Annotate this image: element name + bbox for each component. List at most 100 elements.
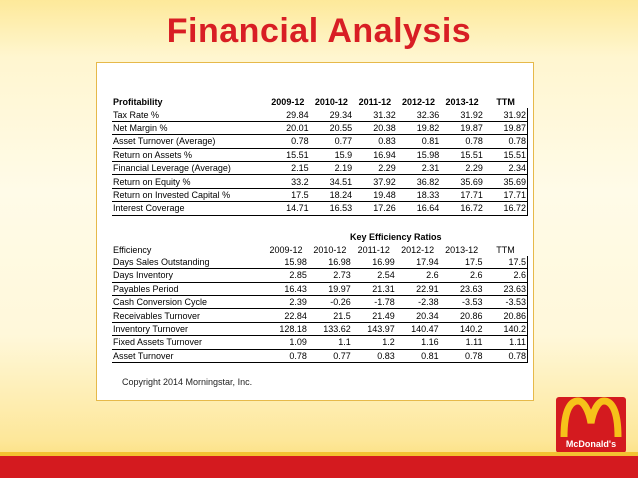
column-header: 2011-12	[358, 97, 392, 108]
logo-wordmark: McDonald's	[565, 439, 617, 449]
table-row: Payables Period 16.43 19.97 21.31 22.91 23.63…	[112, 282, 528, 296]
value-cell: -3.53	[483, 295, 528, 310]
column-header: TTM	[496, 97, 515, 108]
row-label: Financial Leverage (Average)	[112, 161, 267, 176]
value-cell: 140.47	[395, 322, 440, 337]
value-cell: 17.71	[440, 188, 484, 203]
bottom-bar	[0, 456, 638, 478]
value-cell: 29.34	[309, 108, 354, 122]
value-cell: 17.71	[483, 188, 528, 203]
value-cell: 21.49	[351, 308, 396, 323]
row-label: Asset Turnover (Average)	[112, 134, 267, 149]
value-cell: 17.5	[439, 255, 484, 270]
value-cell: 2.29	[353, 161, 397, 176]
column-header: 2010-12	[314, 97, 348, 108]
value-cell: 31.92	[440, 108, 484, 122]
value-cell: 17.5	[266, 188, 310, 203]
row-label: Return on Assets %	[112, 148, 267, 162]
value-cell: 2.31	[396, 161, 441, 176]
value-cell: 19.82	[396, 121, 441, 136]
value-cell: 29.84	[266, 108, 310, 122]
value-cell: -1.78	[351, 295, 396, 310]
value-cell: 31.92	[483, 108, 528, 122]
empty-cell	[112, 231, 264, 243]
value-cell: 23.63	[439, 282, 484, 296]
row-label: Days Sales Outstanding	[112, 255, 264, 270]
table-row: Days Sales Outstanding 15.98 16.98 16.99 17.…	[112, 255, 528, 270]
table-row: Net Margin % 20.01 20.55 20.38 19.82 19.87 19.…	[112, 121, 528, 136]
value-cell: 34.51	[309, 174, 354, 189]
value-cell: 1.1	[307, 335, 352, 350]
section-title: Key Efficiency Ratios	[349, 232, 442, 243]
value-cell: 19.87	[483, 121, 528, 136]
table-row: Return on Equity % 33.2 34.51 37.92 36.82 35.…	[112, 174, 528, 189]
value-cell: 1.11	[439, 335, 484, 350]
value-cell: 21.31	[351, 282, 396, 296]
row-label: Asset Turnover	[112, 349, 264, 363]
value-cell: 16.72	[483, 201, 528, 216]
value-cell: 16.72	[440, 201, 484, 216]
table-row: Receivables Turnover 22.84 21.5 21.49 20.34 2…	[112, 308, 528, 323]
value-cell: 0.81	[395, 349, 440, 363]
table-row: Return on Invested Capital % 17.5 18.24 19.…	[112, 188, 528, 203]
value-cell: 0.78	[266, 134, 310, 149]
value-cell: 35.69	[440, 174, 484, 189]
slide-title: Financial Analysis	[166, 12, 472, 50]
column-header: 2011-12	[357, 244, 390, 255]
value-cell: 20.01	[266, 121, 310, 136]
value-cell: 2.39	[264, 295, 308, 310]
row-header: Efficiency	[113, 244, 152, 255]
value-cell: 32.36	[396, 108, 441, 122]
value-cell: 17.5	[483, 255, 528, 270]
value-cell: 20.38	[353, 121, 397, 136]
value-cell: 21.5	[307, 308, 352, 323]
row-label: Fixed Assets Turnover	[112, 335, 264, 350]
header-row: Efficiency 2009-12 2010-12 2011-12 2012-12 20…	[112, 243, 528, 255]
column-header: 2012-12	[401, 244, 435, 255]
row-label: Return on Invested Capital %	[112, 188, 267, 203]
efficiency-table: Key Efficiency Ratios Efficiency 2009-12 20…	[112, 231, 528, 363]
value-cell: 0.81	[396, 134, 441, 149]
table-row: Financial Leverage (Average) 2.15 2.19 2.29…	[112, 161, 528, 176]
value-cell: 31.32	[353, 108, 397, 122]
value-cell: 2.15	[266, 161, 310, 176]
value-cell: 15.9	[309, 148, 354, 162]
value-cell: 2.6	[439, 268, 484, 283]
value-cell: 15.98	[396, 148, 441, 162]
value-cell: 1.2	[351, 335, 396, 350]
value-cell: 22.84	[264, 308, 308, 323]
value-cell: 1.09	[264, 335, 308, 350]
value-cell: 17.94	[395, 255, 440, 270]
value-cell: 0.78	[483, 134, 528, 149]
mcdonalds-logo: McDonald's	[556, 397, 626, 453]
header-row: Profitability 2009-12 2010-12 2011-12 2012-1…	[112, 96, 528, 108]
value-cell: 1.16	[395, 335, 440, 350]
value-cell: 22.91	[395, 282, 440, 296]
column-header: 2012-12	[401, 97, 436, 108]
value-cell: 19.48	[353, 188, 397, 203]
row-label: Interest Coverage	[112, 201, 267, 216]
value-cell: 18.24	[309, 188, 354, 203]
table-row: Inventory Turnover 128.18 133.62 143.97 140.…	[112, 322, 528, 337]
value-cell: 0.77	[307, 349, 352, 363]
row-label: Return on Equity %	[112, 174, 267, 189]
value-cell: 33.2	[266, 174, 310, 189]
value-cell: 1.11	[483, 335, 528, 350]
table-row: Asset Turnover 0.78 0.77 0.83 0.81 0.78 0.78	[112, 349, 528, 363]
golden-arches-icon	[560, 397, 622, 438]
column-header: 2009-12	[269, 244, 303, 255]
value-cell: 0.77	[309, 134, 354, 149]
row-label: Tax Rate %	[112, 108, 267, 122]
value-cell: 16.99	[351, 255, 396, 270]
value-cell: 0.83	[351, 349, 396, 363]
row-label: Cash Conversion Cycle	[112, 295, 264, 310]
value-cell: 15.51	[483, 148, 528, 162]
profitability-table: Profitability 2009-12 2010-12 2011-12 2012-1…	[112, 96, 528, 216]
value-cell: 37.92	[353, 174, 397, 189]
value-cell: 20.34	[395, 308, 440, 323]
value-cell: 2.73	[307, 268, 352, 283]
value-cell: 17.26	[353, 201, 397, 216]
value-cell: 16.64	[396, 201, 441, 216]
value-cell: -3.53	[439, 295, 484, 310]
value-cell: 36.82	[396, 174, 441, 189]
